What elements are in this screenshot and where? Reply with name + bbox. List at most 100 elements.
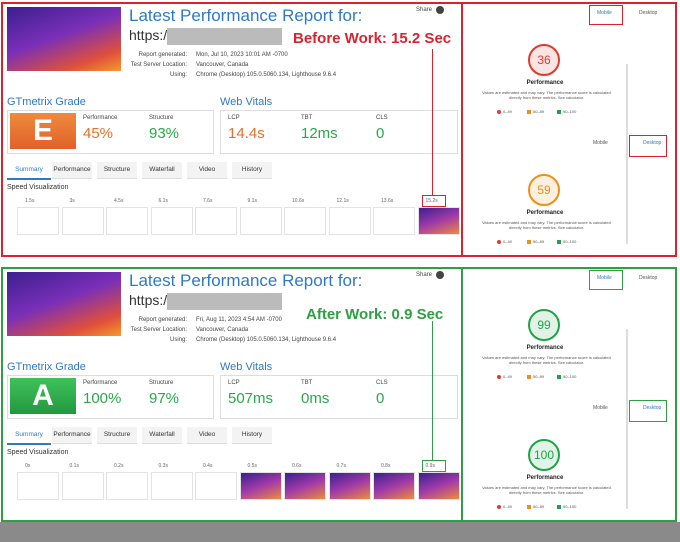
legend-label: 0–49 bbox=[503, 374, 512, 379]
legend-label: 50–89 bbox=[533, 374, 545, 379]
frame bbox=[195, 472, 237, 500]
info-label: Report generated: bbox=[138, 317, 187, 323]
tab-highlight bbox=[589, 270, 623, 290]
grade-letter: A bbox=[10, 378, 76, 414]
timeline-label: 4.5s bbox=[114, 198, 124, 204]
tab[interactable]: Video bbox=[187, 427, 227, 444]
frame bbox=[239, 472, 282, 500]
share-icon bbox=[436, 271, 444, 279]
frame bbox=[61, 207, 104, 235]
legend-label: 50–89 bbox=[533, 239, 545, 244]
legend-label: 90–100 bbox=[563, 504, 577, 509]
metric-value: 97% bbox=[149, 390, 180, 407]
frame bbox=[328, 207, 371, 235]
tab[interactable]: Summary bbox=[7, 162, 51, 180]
device-tab[interactable]: Desktop bbox=[639, 275, 658, 281]
share-button: Share bbox=[416, 272, 433, 278]
section-title: Web Vitals bbox=[220, 96, 273, 108]
device-tab[interactable]: Desktop bbox=[643, 140, 662, 146]
score-note: Values are estimated and may vary. The p… bbox=[482, 220, 611, 230]
frame bbox=[373, 472, 415, 500]
frame bbox=[284, 207, 326, 235]
result-label: After Work: 0.9 Sec bbox=[306, 306, 444, 323]
tab[interactable]: History bbox=[232, 427, 272, 444]
legend-label: 90–100 bbox=[563, 109, 577, 114]
metric-value: 0 bbox=[376, 125, 385, 142]
tab-highlight bbox=[629, 400, 667, 422]
timeline-label: 0.9s bbox=[425, 463, 435, 469]
tab-highlight bbox=[589, 5, 623, 25]
frame bbox=[17, 207, 59, 235]
timeline-label: 0s bbox=[25, 463, 31, 469]
result-label: Before Work: 15.2 Sec bbox=[293, 30, 452, 47]
metric-value: 12ms bbox=[301, 125, 338, 142]
legend-label: 50–89 bbox=[533, 504, 545, 509]
tab[interactable]: Structure bbox=[97, 162, 137, 179]
device-tab[interactable]: Mobile bbox=[597, 10, 612, 16]
device-tab[interactable]: Mobile bbox=[597, 275, 612, 281]
frame bbox=[239, 207, 282, 235]
timeline-label: 0.8s bbox=[381, 463, 391, 469]
divider bbox=[461, 269, 463, 520]
info-label: Using: bbox=[169, 337, 187, 343]
url-redacted bbox=[167, 28, 282, 45]
report-title: Latest Performance Report for: bbox=[129, 6, 363, 25]
metric-value: 0 bbox=[376, 390, 385, 407]
frame bbox=[106, 207, 148, 235]
legend-label: 90–100 bbox=[563, 239, 577, 244]
timeline-label: 7.6s bbox=[203, 198, 213, 204]
tab[interactable]: Summary bbox=[7, 427, 51, 445]
scroll-track bbox=[626, 64, 628, 244]
section-title: GTmetrix Grade bbox=[7, 361, 86, 373]
score-gauge: 100 bbox=[528, 439, 560, 471]
info-value: Fri, Aug 11, 2023 4:54 AM -0700 bbox=[196, 317, 282, 323]
timeline-label: 1.5s bbox=[25, 198, 35, 204]
frame bbox=[284, 472, 326, 500]
share-button: Share bbox=[416, 7, 433, 13]
metric-label: LCP bbox=[228, 115, 240, 121]
metric-label: Performance bbox=[83, 115, 118, 121]
site-thumbnail bbox=[7, 7, 121, 71]
device-tab[interactable]: Desktop bbox=[643, 405, 662, 411]
speed-title: Speed Visualization bbox=[7, 184, 69, 191]
tab[interactable]: Performance bbox=[52, 427, 92, 444]
timeline-label: 15.2s bbox=[425, 198, 438, 204]
info-label: Report generated: bbox=[138, 52, 187, 58]
timeline-label: 13.6s bbox=[381, 198, 394, 204]
tab[interactable]: Performance bbox=[52, 162, 92, 179]
frame bbox=[328, 472, 371, 500]
device-tab[interactable]: Mobile bbox=[593, 140, 608, 146]
legend-swatch bbox=[527, 110, 531, 114]
legend-label: 90–100 bbox=[563, 374, 577, 379]
metric-label: TBT bbox=[301, 115, 313, 121]
share-icon bbox=[436, 6, 444, 14]
url-redacted bbox=[167, 293, 282, 310]
tab[interactable]: Waterfall bbox=[142, 162, 182, 179]
tab[interactable]: History bbox=[232, 162, 272, 179]
score-note: Values are estimated and may vary. The p… bbox=[482, 485, 611, 495]
tab[interactable]: Waterfall bbox=[142, 427, 182, 444]
section-title: Web Vitals bbox=[220, 361, 273, 373]
metric-value: 45% bbox=[83, 125, 114, 142]
highlight-arrow bbox=[431, 49, 433, 195]
frame bbox=[417, 472, 460, 500]
report-title: Latest Performance Report for: bbox=[129, 271, 363, 290]
tab[interactable]: Structure bbox=[97, 427, 137, 444]
grade-letter: E bbox=[10, 113, 76, 149]
legend-label: 50–89 bbox=[533, 109, 545, 114]
frame bbox=[195, 207, 237, 235]
tab[interactable]: Video bbox=[187, 162, 227, 179]
frame bbox=[106, 472, 148, 500]
legend-swatch bbox=[527, 505, 531, 509]
score-label: Performance bbox=[526, 210, 564, 216]
speed-title: Speed Visualization bbox=[7, 449, 69, 456]
report-panel: Latest Performance Report for: https:// Sh… bbox=[1, 2, 677, 257]
info-value: Vancouver, Canada bbox=[196, 62, 249, 68]
device-tab[interactable]: Desktop bbox=[639, 10, 658, 16]
info-label: Test Server Location: bbox=[130, 62, 187, 68]
device-tab[interactable]: Mobile bbox=[593, 405, 608, 411]
info-label: Using: bbox=[169, 72, 187, 78]
metric-value: 100% bbox=[83, 390, 122, 407]
timeline-highlight bbox=[421, 195, 446, 207]
legend-swatch bbox=[497, 110, 501, 114]
